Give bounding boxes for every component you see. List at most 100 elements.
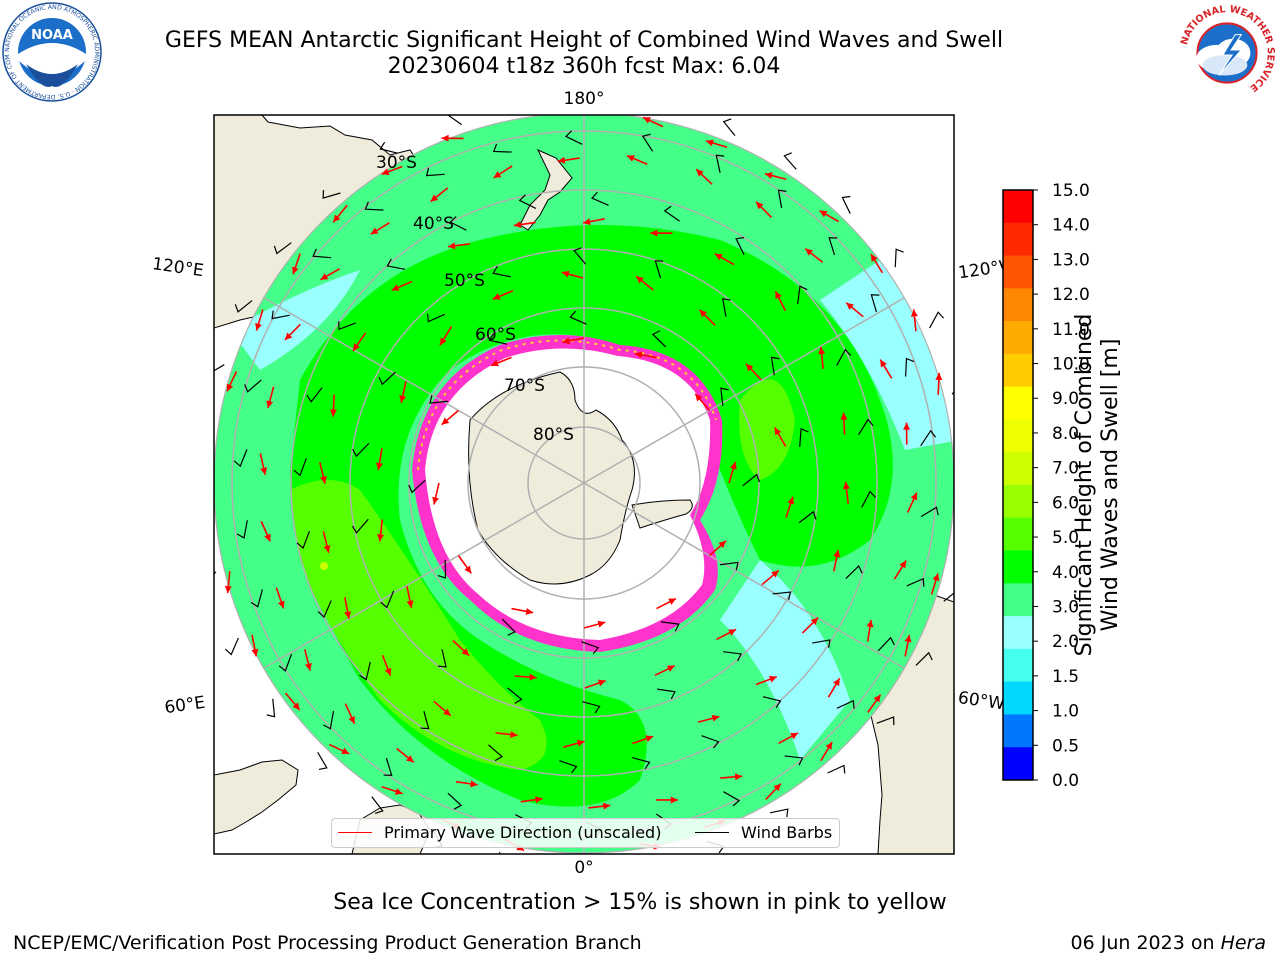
wind-barb: [236, 520, 248, 539]
wave-direction-arrow: [833, 549, 841, 572]
wind-barb: [762, 696, 782, 709]
wave-direction-arrow: [319, 462, 327, 484]
wind-barb: [742, 473, 761, 487]
wave-direction-arrow: [879, 359, 893, 379]
colorbar-title-line2: Wind Waves and Swell [m]: [1098, 338, 1123, 632]
wave-direction-arrow: [906, 492, 918, 513]
wave-direction-arrow: [705, 139, 728, 148]
wind-barb: [772, 591, 792, 600]
wave-direction-arrow: [840, 412, 848, 435]
wind-barb: [836, 699, 855, 709]
wind-barb: [715, 154, 725, 173]
wave-direction-arrow: [870, 253, 884, 274]
wave-direction-arrow: [716, 628, 737, 641]
wave-direction-arrow: [866, 619, 874, 642]
wave-direction-arrow: [655, 796, 678, 804]
sea-ice-note: Sea Ice Concentration > 15% is shown in …: [333, 890, 947, 915]
colorbar-tick-label: 0.0: [1052, 771, 1079, 791]
wave-direction-arrow: [511, 607, 534, 615]
wind-barb: [591, 191, 609, 206]
wind-barb: [659, 97, 668, 114]
wind-barb: [271, 310, 290, 320]
wave-direction-arrow: [903, 422, 911, 445]
wave-direction-arrow: [344, 597, 352, 619]
wave-direction-arrow: [452, 640, 470, 657]
colorbar-swatch: [1003, 616, 1033, 650]
wind-barb: [770, 808, 789, 818]
wave-direction-arrow: [582, 218, 605, 226]
wind-barb: [317, 600, 332, 619]
wave-direction-arrow: [430, 187, 449, 203]
wave-direction-arrow: [381, 165, 403, 176]
map-legend: Primary Wave Direction (unscaled) Wind B…: [331, 818, 840, 848]
wave-direction-arrow: [328, 743, 350, 755]
wind-barb: [783, 152, 797, 170]
wave-direction-arrow: [804, 248, 824, 263]
wave-direction-arrow: [935, 372, 943, 395]
wave-direction-arrow: [292, 253, 301, 275]
colorbar-tick-label: 3.0: [1052, 597, 1079, 617]
wind-barb: [371, 796, 384, 815]
colorbar-swatch: [1003, 288, 1033, 322]
wave-direction-arrow: [563, 739, 585, 748]
wind-barb: [719, 561, 739, 571]
wave-direction-arrow: [226, 371, 238, 392]
noaa-logo: NATIONAL OCEANIC AND ATMOSPHERIC ADMINIS…: [2, 2, 102, 102]
wind-barb: [906, 577, 925, 587]
lon-label-0: 0°: [574, 858, 593, 878]
colorbar-tick-label: 1.5: [1052, 667, 1079, 687]
wave-direction-arrow: [513, 221, 536, 229]
wind-barb: [446, 115, 462, 126]
wind-barb: [915, 651, 933, 666]
colorbar-swatch: [1003, 648, 1033, 683]
wind-barb: [488, 333, 508, 345]
legend-barb-label: Wind Barbs: [741, 823, 833, 842]
wave-direction-arrow: [457, 555, 472, 574]
colorbar-title-line1: Significant Height of Combined: [1072, 313, 1097, 657]
wave-direction-arrow: [251, 634, 259, 657]
wave-direction-arrow: [284, 323, 301, 341]
wave-direction-arrow: [441, 134, 464, 142]
wave-direction-arrow: [284, 692, 301, 711]
wind-barb: [828, 237, 838, 256]
wind-barb: [876, 716, 895, 726]
wind-barb: [870, 294, 880, 313]
wind-barb: [425, 167, 445, 177]
wind-barb: [501, 618, 516, 636]
wind-barb: [858, 418, 874, 436]
colorbar-tick-label: 15.0: [1052, 181, 1090, 201]
wind-barb: [323, 710, 335, 730]
wind-barb: [929, 311, 945, 329]
wave-direction-arrow: [255, 309, 264, 331]
wave-direction-arrow: [399, 381, 407, 403]
wind-barb: [564, 130, 583, 145]
lon-label-180: 180°: [564, 89, 605, 109]
colorbar-swatch: [1003, 190, 1033, 224]
wind-barb: [250, 589, 263, 608]
wind-barb: [338, 321, 357, 331]
wind-barb: [306, 387, 323, 403]
wind-barb: [654, 260, 664, 279]
wave-direction-arrow: [650, 229, 673, 237]
wave-direction-arrow: [632, 735, 654, 745]
lat-label-50s: 50°S: [444, 271, 485, 291]
wave-direction-arrow: [634, 351, 657, 359]
footer-machine: Hera: [1220, 932, 1266, 954]
wave-direction-arrow: [441, 409, 459, 426]
colorbar-swatch: [1003, 550, 1033, 584]
nws-logo: NATIONAL WEATHER SERVICE: [1177, 3, 1277, 103]
wind-barb: [383, 757, 393, 776]
wave-direction-arrow: [697, 714, 720, 723]
wave-direction-arrow: [820, 741, 833, 762]
wave-direction-arrow: [588, 802, 611, 810]
colorbar-swatch: [1003, 419, 1033, 453]
wave-direction-arrow: [376, 448, 383, 471]
map-frame: [213, 114, 955, 855]
colorbar-frame: [1002, 189, 1034, 781]
wave-direction-arrow: [761, 569, 780, 586]
map-title: GEFS MEAN Antarctic Significant Height o…: [164, 28, 1004, 53]
wave-direction-arrow: [370, 222, 390, 235]
lat-label-40s: 40°S: [413, 214, 454, 234]
wind-barb: [861, 490, 876, 508]
wind-barb: [293, 458, 307, 477]
